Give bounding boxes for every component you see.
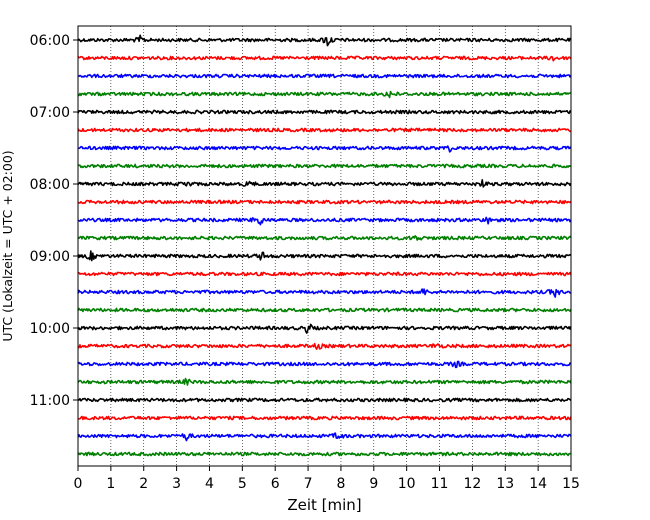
trace-0730: [77, 145, 572, 153]
vertical-gridlines: [110, 26, 539, 466]
trace-0845: [77, 235, 572, 241]
x-tick-label: 2: [139, 476, 148, 492]
trace-0630: [77, 73, 572, 79]
trace-0930: [77, 288, 572, 298]
x-tick-label: 12: [463, 476, 481, 492]
x-tick-label: 9: [369, 476, 378, 492]
x-tick-label: 6: [271, 476, 280, 492]
y-tick-label: 09:00: [30, 249, 70, 265]
trace-1145: [77, 451, 572, 457]
trace-1015: [77, 342, 572, 350]
x-tick-label: 15: [562, 476, 580, 492]
trace-1000: [77, 323, 572, 334]
y-tick-label: 06:00: [30, 33, 70, 49]
y-tick-label: 10:00: [30, 321, 70, 337]
y-tick-label: 07:00: [30, 105, 70, 121]
seismic-traces: [77, 34, 572, 457]
y-tick-label: 08:00: [30, 177, 70, 193]
y-tick-label: 11:00: [30, 393, 70, 409]
trace-1130: [77, 432, 572, 442]
trace-0645: [77, 90, 572, 99]
plot-frame: [77, 25, 572, 467]
trace-0830: [77, 216, 572, 226]
trace-0745: [77, 163, 572, 169]
trace-0715: [77, 127, 572, 133]
trace-0815: [77, 199, 572, 205]
trace-1100: [77, 397, 572, 403]
trace-1045: [77, 377, 572, 386]
y-axis-ticks: 06:00 07:00 08:00 09:00 10:00 11:00: [30, 33, 78, 409]
x-tick-label: 14: [529, 476, 547, 492]
x-tick-label: 4: [205, 476, 214, 492]
x-tick-label: 11: [431, 476, 449, 492]
trace-0700: [77, 109, 572, 115]
trace-0615: [77, 55, 572, 62]
trace-0800: [77, 179, 572, 188]
x-tick-label: 7: [304, 476, 313, 492]
x-tick-label: 10: [398, 476, 416, 492]
y-axis-label: UTC (Lokalzeit = UTC + 02:00): [0, 150, 15, 341]
x-axis-label: Zeit [min]: [287, 496, 361, 514]
x-tick-label: 0: [74, 476, 83, 492]
x-axis-ticks: 0 1 2 3 4 5 6 7 8 9 10 11 12 13 14 15: [74, 466, 580, 492]
trace-1030: [77, 360, 572, 369]
x-tick-label: 1: [106, 476, 115, 492]
trace-0915: [77, 271, 572, 277]
x-tick-label: 3: [172, 476, 181, 492]
trace-1115: [77, 415, 572, 421]
x-tick-label: 5: [238, 476, 247, 492]
trace-0945: [77, 307, 572, 313]
trace-0900: [77, 250, 572, 262]
x-tick-label: 8: [336, 476, 345, 492]
trace-0600: [77, 34, 572, 47]
x-tick-label: 13: [496, 476, 514, 492]
